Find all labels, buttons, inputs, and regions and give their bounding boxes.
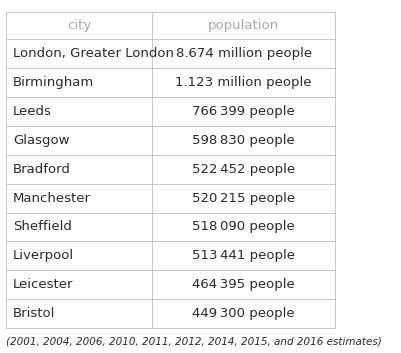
Text: 1.123 million people: 1.123 million people bbox=[175, 76, 312, 89]
Text: 766 399 people: 766 399 people bbox=[192, 105, 295, 118]
Text: London, Greater London: London, Greater London bbox=[13, 47, 174, 60]
Text: 513 441 people: 513 441 people bbox=[192, 250, 295, 262]
Text: (2001, 2004, 2006, 2010, 2011, 2012, 2014, 2015, and 2016 estimates): (2001, 2004, 2006, 2010, 2011, 2012, 201… bbox=[6, 337, 382, 347]
Text: city: city bbox=[67, 19, 91, 32]
Text: Liverpool: Liverpool bbox=[13, 250, 74, 262]
Text: Birmingham: Birmingham bbox=[13, 76, 95, 89]
Text: population: population bbox=[208, 19, 279, 32]
Text: 449 300 people: 449 300 people bbox=[192, 307, 295, 320]
Text: Leicester: Leicester bbox=[13, 279, 74, 291]
Text: Sheffield: Sheffield bbox=[13, 221, 72, 233]
Text: 520 215 people: 520 215 people bbox=[192, 192, 295, 204]
Text: Bradford: Bradford bbox=[13, 163, 71, 175]
Text: 518 090 people: 518 090 people bbox=[192, 221, 295, 233]
Text: 522 452 people: 522 452 people bbox=[192, 163, 295, 175]
Text: Manchester: Manchester bbox=[13, 192, 91, 204]
Text: Bristol: Bristol bbox=[13, 307, 56, 320]
Text: 8.674 million people: 8.674 million people bbox=[176, 47, 312, 60]
Text: Leeds: Leeds bbox=[13, 105, 52, 118]
Text: 598 830 people: 598 830 people bbox=[192, 134, 295, 146]
Text: 464 395 people: 464 395 people bbox=[192, 279, 295, 291]
Text: Glasgow: Glasgow bbox=[13, 134, 70, 146]
